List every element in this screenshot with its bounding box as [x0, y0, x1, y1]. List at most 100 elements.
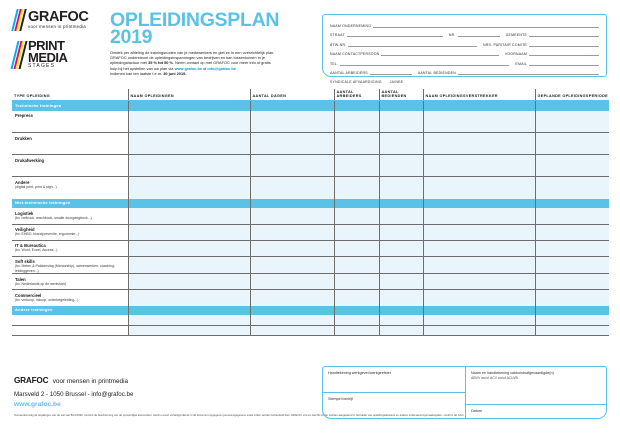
table-input-cell[interactable] — [249, 239, 334, 257]
table-input-cell[interactable] — [249, 176, 334, 199]
table-input-cell[interactable] — [422, 176, 535, 199]
table-input-cell[interactable] — [333, 208, 379, 225]
table-input-cell[interactable] — [333, 223, 379, 241]
table-input-cell[interactable] — [249, 315, 334, 326]
website-link[interactable]: www.grafoc.be — [174, 65, 202, 71]
section-band-cell — [534, 100, 609, 111]
table-input-cell[interactable] — [422, 315, 535, 326]
table-input-cell[interactable] — [333, 324, 379, 336]
table-input-cell[interactable] — [249, 255, 334, 274]
table-input-cell[interactable] — [378, 324, 423, 336]
table-input-cell[interactable] — [249, 208, 334, 225]
table-input-cell[interactable] — [422, 273, 535, 290]
table-input-cell[interactable] — [534, 154, 609, 177]
table-input-cell[interactable] — [249, 324, 334, 336]
row-type-name: Prepress — [15, 113, 33, 119]
table-input-cell[interactable] — [333, 110, 379, 133]
table-input-cell[interactable] — [422, 324, 535, 336]
table-input-cell[interactable] — [534, 208, 609, 225]
footer-website[interactable]: www.grafoc.be — [14, 400, 61, 408]
table-input-cell[interactable] — [378, 273, 423, 290]
table-input-cell[interactable] — [249, 223, 334, 241]
table-input-cell[interactable] — [333, 273, 379, 290]
table-input-cell[interactable] — [333, 132, 379, 155]
table-input-cell[interactable] — [249, 273, 334, 290]
input-btw-nr[interactable] — [348, 40, 478, 47]
table-input-cell[interactable] — [422, 132, 535, 155]
table-input-cell[interactable] — [534, 110, 609, 133]
table-input-cell[interactable] — [422, 239, 535, 257]
table-input-cell[interactable] — [422, 110, 535, 133]
table-input-cell[interactable] — [534, 273, 609, 290]
value-ja-nee[interactable]: JA/NEE — [389, 80, 404, 85]
row-type-name: Andere — [15, 179, 30, 185]
table-input-cell[interactable] — [378, 239, 423, 257]
table-input-cell[interactable] — [127, 255, 250, 274]
table-input-cell[interactable] — [378, 315, 423, 326]
table-input-cell[interactable] — [249, 132, 334, 155]
table-input-cell[interactable] — [333, 315, 379, 326]
table-input-cell[interactable] — [534, 289, 609, 306]
handtekening-werkgever-field[interactable]: Handtekening werkgever/werkgeefster — [323, 367, 465, 393]
table-input-cell[interactable] — [422, 154, 535, 177]
input-aantal-bedienden[interactable] — [457, 69, 599, 76]
table-input-cell[interactable] — [534, 176, 609, 199]
table-input-cell[interactable] — [333, 176, 379, 199]
table-input-cell[interactable] — [378, 208, 423, 225]
table-input-cell[interactable] — [378, 110, 423, 133]
table-input-cell[interactable] — [534, 324, 609, 336]
input-straat[interactable] — [346, 31, 443, 38]
table-input-cell[interactable] — [378, 255, 423, 274]
table-input-cell[interactable] — [378, 176, 423, 199]
table-input-cell[interactable] — [378, 223, 423, 241]
table-input-cell[interactable] — [534, 315, 609, 326]
table-input-cell[interactable] — [422, 208, 535, 225]
table-input-cell[interactable] — [333, 239, 379, 257]
section-band-cell — [127, 198, 250, 209]
table-input-cell[interactable] — [127, 110, 250, 133]
input-nr-paritair-comite[interactable] — [529, 40, 599, 47]
table-input-cell[interactable] — [127, 154, 250, 177]
label-btw-nr: BTW-NR. — [330, 42, 347, 47]
table-input-cell[interactable] — [378, 132, 423, 155]
table-input-cell[interactable] — [127, 289, 250, 306]
table-input-cell[interactable] — [534, 132, 609, 155]
table-input-cell[interactable] — [127, 223, 250, 241]
table-input-cell[interactable] — [127, 324, 250, 336]
table-input-cell[interactable] — [333, 154, 379, 177]
input-tel[interactable] — [340, 59, 510, 66]
table-input-cell[interactable] — [534, 223, 609, 241]
cmyk-stripes-icon — [10, 41, 29, 69]
table-input-cell[interactable] — [378, 289, 423, 306]
input-gemeente[interactable] — [529, 31, 599, 38]
input-naam-onderneming[interactable] — [373, 21, 599, 28]
table-input-cell[interactable] — [333, 289, 379, 306]
table-input-cell[interactable] — [534, 239, 609, 257]
handtekening-vakbond-field[interactable]: Naam en handtekening vakbondsafgevaardig… — [466, 367, 606, 405]
input-email[interactable] — [529, 59, 599, 66]
input-voornaam[interactable] — [529, 50, 599, 57]
field-row-btw: BTW-NR. NRS. PARITAIR COMITÉ — [330, 40, 599, 47]
table-input-cell[interactable] — [534, 255, 609, 274]
table-input-cell[interactable] — [422, 255, 535, 274]
footer-address: Marsveld 2 - 1050 Brussel - info@grafoc.… — [14, 390, 134, 398]
input-nr[interactable] — [457, 31, 500, 38]
table-input-cell[interactable] — [249, 110, 334, 133]
table-input-cell[interactable] — [422, 223, 535, 241]
datum-field[interactable]: Datum — [466, 405, 606, 418]
table-input-cell[interactable] — [422, 289, 535, 306]
email-link[interactable]: info@grafoc.be — [207, 65, 236, 71]
table-input-cell[interactable] — [378, 154, 423, 177]
table-input-cell[interactable] — [127, 315, 250, 326]
table-input-cell[interactable] — [127, 239, 250, 257]
stempel-bedrijf-field[interactable]: Stempel bedrijf — [323, 393, 465, 418]
input-naam-contactpersoon[interactable] — [381, 50, 499, 57]
table-input-cell[interactable] — [127, 132, 250, 155]
table-input-cell[interactable] — [127, 176, 250, 199]
table-input-cell[interactable] — [127, 273, 250, 290]
table-input-cell[interactable] — [333, 255, 379, 274]
input-aantal-arbeiders[interactable] — [369, 69, 412, 76]
table-input-cell[interactable] — [249, 289, 334, 306]
table-input-cell[interactable] — [127, 208, 250, 225]
table-input-cell[interactable] — [249, 154, 334, 177]
